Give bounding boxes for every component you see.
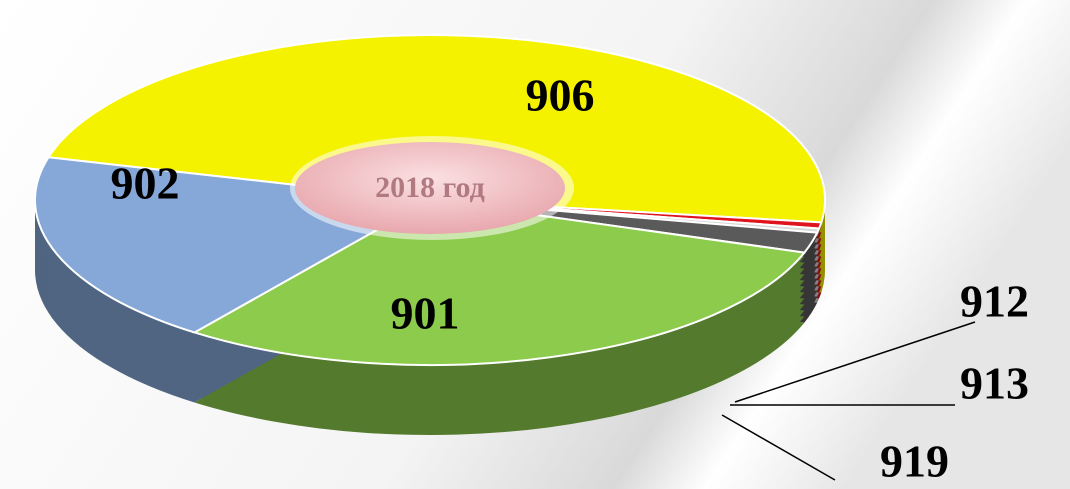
slice [191,198,807,366]
slice-label: 902 [111,158,180,209]
slice-label: 901 [391,288,460,339]
slice-label: 913 [960,358,1029,409]
leader-line [734,321,976,403]
leader-line [721,414,836,481]
slice [46,34,826,224]
center-hub [295,142,565,234]
slice-label: 912 [960,276,1029,327]
center-label: 2018 год [375,171,485,204]
slice-label: 906 [526,70,595,121]
slice-label: 919 [880,436,949,487]
